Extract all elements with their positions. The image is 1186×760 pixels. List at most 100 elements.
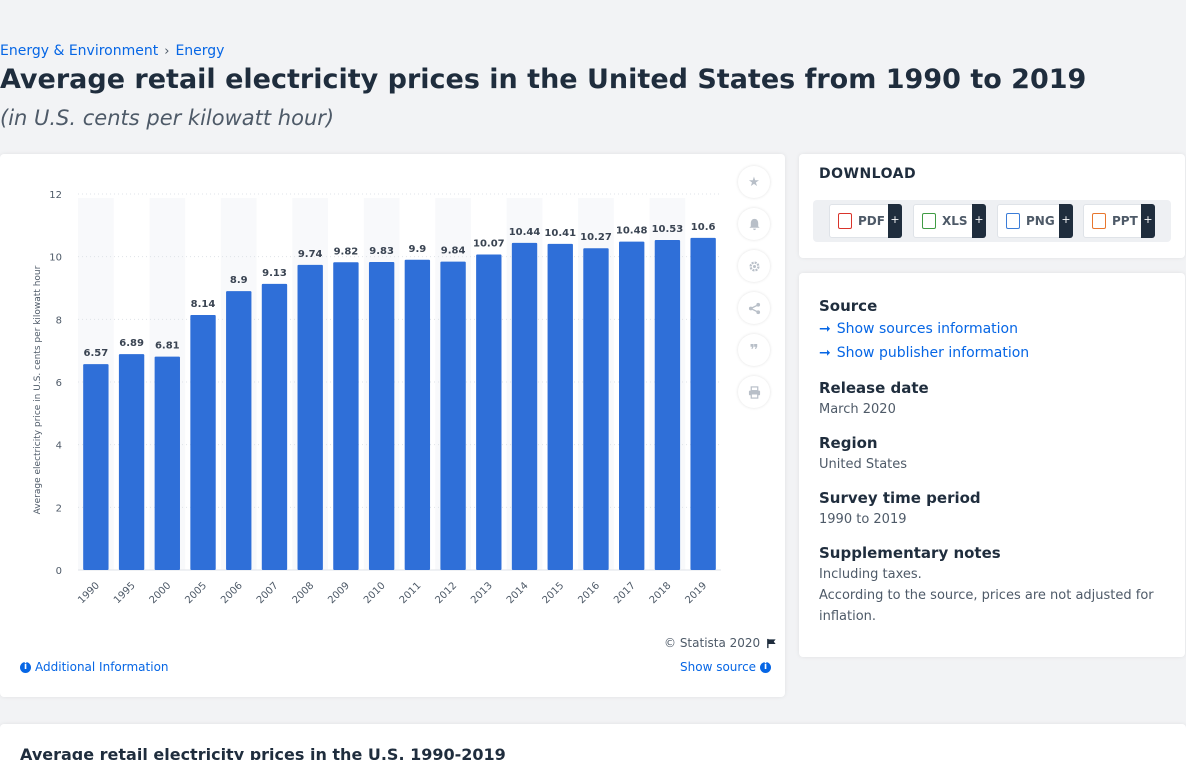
data-label: 6.57 xyxy=(84,348,109,359)
x-tick-label: 2014 xyxy=(505,580,531,606)
bar xyxy=(83,364,109,570)
download-xls-label: XLS xyxy=(942,214,968,228)
print-icon[interactable] xyxy=(738,376,770,408)
xls-file-icon xyxy=(922,213,936,229)
x-tick-label: 2010 xyxy=(362,580,388,606)
data-label: 10.07 xyxy=(473,238,505,249)
download-card: DOWNLOAD PDF + XLS + PNG + PPT + xyxy=(799,154,1185,258)
y-tick-label: 12 xyxy=(49,190,62,201)
x-tick-label: 2011 xyxy=(398,580,424,606)
star-icon[interactable]: ★ xyxy=(738,166,770,198)
bar xyxy=(690,237,716,570)
page-subtitle: (in U.S. cents per kilowatt hour) xyxy=(0,106,335,130)
x-tick-label: 2015 xyxy=(541,580,567,606)
breadcrumb-link-energy[interactable]: Energy xyxy=(175,43,225,59)
survey-period-value: 1990 to 2019 xyxy=(819,512,907,527)
y-axis-label: Average electricity price in U.S. cents … xyxy=(33,265,43,514)
bar xyxy=(226,291,252,570)
supplementary-notes-line-2: According to the source, prices are not … xyxy=(819,588,1154,624)
bar xyxy=(333,262,359,570)
x-tick-label: 2000 xyxy=(148,580,174,606)
bar xyxy=(476,254,502,570)
download-buttons: PDF + XLS + PNG + PPT + xyxy=(813,200,1171,242)
plus-icon: + xyxy=(888,204,902,238)
breadcrumb-separator: › xyxy=(164,43,170,59)
x-tick-label: 2019 xyxy=(683,580,709,606)
data-label: 8.9 xyxy=(230,275,248,286)
data-label: 9.82 xyxy=(334,246,359,257)
bar xyxy=(547,243,573,570)
supplementary-notes-heading: Supplementary notes xyxy=(819,544,1001,562)
show-source-link[interactable]: Show source i xyxy=(680,660,772,674)
info-icon: i xyxy=(20,661,31,673)
copyright-note[interactable]: © Statista 2020 xyxy=(664,636,777,650)
x-tick-label: 2012 xyxy=(433,580,459,606)
data-label: 10.48 xyxy=(616,226,648,237)
supplementary-notes-line-1: Including taxes. xyxy=(819,567,922,582)
statistic-details-card: Source ➞ Show sources information ➞ Show… xyxy=(799,273,1185,657)
bar xyxy=(404,259,431,570)
quote-icon[interactable]: ❞ xyxy=(738,334,770,366)
data-label: 9.74 xyxy=(298,249,323,260)
bar xyxy=(297,264,323,570)
data-label: 10.44 xyxy=(509,227,541,238)
data-label: 9.83 xyxy=(369,246,394,257)
x-tick-label: 1990 xyxy=(76,580,102,606)
chart-toolbar: ★ ❞ xyxy=(738,166,770,408)
bar xyxy=(619,241,645,571)
y-tick-label: 0 xyxy=(56,566,62,577)
info-icon: i xyxy=(760,661,772,673)
data-label: 10.41 xyxy=(544,228,576,239)
additional-information-link[interactable]: i Additional Information xyxy=(20,660,169,674)
flag-icon xyxy=(767,638,776,648)
download-png-button[interactable]: PNG + xyxy=(997,204,1073,238)
gear-icon[interactable] xyxy=(738,250,770,282)
data-label: 8.14 xyxy=(191,299,216,310)
bar-chart: 0 2 4 6 8 10 12 Average electricity price in U.… xyxy=(33,190,721,606)
x-tick-label: 2008 xyxy=(291,580,317,606)
related-statistic-title[interactable]: Average retail electricity prices in the… xyxy=(20,745,506,760)
x-tick-label: 2016 xyxy=(576,580,602,606)
y-tick-label: 10 xyxy=(49,253,62,264)
y-tick-label: 2 xyxy=(56,503,62,514)
share-icon[interactable] xyxy=(738,292,770,324)
chart-card: 0 2 4 6 8 10 12 Average electricity price in U.… xyxy=(0,154,785,697)
show-sources-label: Show sources information xyxy=(836,321,1018,337)
download-ppt-label: PPT xyxy=(1112,214,1138,228)
breadcrumb-link-energy-environment[interactable]: Energy & Environment xyxy=(0,43,159,59)
bar xyxy=(190,314,216,570)
show-publisher-label: Show publisher information xyxy=(836,345,1030,361)
show-sources-link[interactable]: ➞ Show sources information xyxy=(819,321,1018,337)
download-png-label: PNG xyxy=(1026,214,1055,228)
plus-icon: + xyxy=(1059,204,1073,238)
download-ppt-button[interactable]: PPT + xyxy=(1083,204,1155,238)
additional-information-label: Additional Information xyxy=(35,660,169,674)
download-pdf-button[interactable]: PDF + xyxy=(829,204,902,238)
x-tick-label: 2007 xyxy=(255,580,281,606)
x-tick-label: 2006 xyxy=(219,580,245,606)
data-label: 10.27 xyxy=(580,232,612,243)
data-label: 10.6 xyxy=(691,222,716,233)
copyright-text: © Statista 2020 xyxy=(664,636,761,650)
data-label: 9.13 xyxy=(262,268,287,279)
bar xyxy=(583,248,609,570)
bar xyxy=(118,354,145,570)
download-xls-button[interactable]: XLS + xyxy=(913,204,986,238)
x-tick-label: 1995 xyxy=(112,580,138,606)
plus-icon: + xyxy=(972,204,986,238)
bell-icon[interactable] xyxy=(738,208,770,240)
source-heading: Source xyxy=(819,297,878,315)
arrow-right-icon: ➞ xyxy=(819,321,831,337)
ppt-file-icon xyxy=(1092,213,1106,229)
y-tick-label: 8 xyxy=(56,315,62,326)
download-title: DOWNLOAD xyxy=(819,166,917,182)
show-publisher-link[interactable]: ➞ Show publisher information xyxy=(819,345,1029,361)
page-title: Average retail electricity prices in the… xyxy=(0,64,1087,95)
show-source-label: Show source xyxy=(680,660,757,674)
x-tick-label: 2013 xyxy=(469,580,495,606)
bar xyxy=(261,283,288,570)
bar xyxy=(511,242,538,570)
y-tick-label: 6 xyxy=(56,378,62,389)
release-date-value: March 2020 xyxy=(819,402,896,417)
top-bar xyxy=(0,0,1186,36)
